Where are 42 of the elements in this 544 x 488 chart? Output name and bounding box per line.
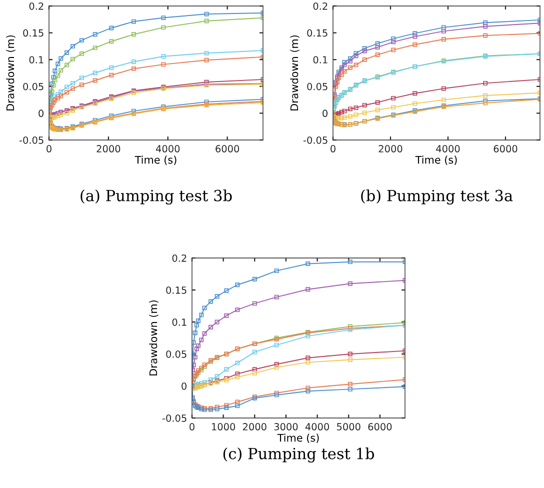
y-tick-label: 0.15 [23,29,44,37]
x-tick-label: 5000 [336,423,360,430]
y-tick-label: 0.15 [166,286,186,294]
y-tick-label: 0.05 [23,82,44,90]
y-tick-label: 0.1 [172,318,186,326]
text: (c) Pumping test 1b [223,448,374,462]
y-tick-label: -0.05 [303,136,328,144]
x-tick-label: 2000 [378,145,402,152]
x-tick-label: 2000 [96,145,120,152]
y-axis-title: Drawdown (m) [6,35,16,110]
x-tick-label: 0 [190,423,194,430]
x-axis-title: Time (s) [134,156,176,165]
x-tick-label: 6000 [368,423,392,430]
y-tick-label: 0.05 [166,350,186,358]
x-tick-label: 0 [46,145,52,152]
y-tick-label: 0 [182,382,186,390]
text: (a) Pumping test 3b [80,190,232,204]
y-tick-label: -0.05 [162,414,186,422]
y-tick-label: 0.2 [172,254,186,262]
x-tick-label: 6000 [216,145,240,152]
y-tick-label: 0.2 [29,2,44,10]
x-axis-title: Time (s) [277,434,319,443]
x-tick-label: 6000 [494,145,518,152]
y-tick-label: 0.2 [313,2,328,10]
x-axis-title: Time (s) [415,156,457,165]
y-tick-label: -0.05 [19,136,44,144]
y-tick-label: 0.15 [307,29,328,37]
x-tick-label: 2000 [242,423,266,430]
y-tick-label: 0.1 [29,56,44,64]
y-axis-title: Drawdown (m) [290,35,300,110]
x-tick-label: 0 [330,145,336,152]
y-tick-label: 0 [322,110,328,118]
y-tick-label: 0 [38,110,44,118]
x-tick-label: 4000 [305,423,330,430]
y-axis-title: Drawdown (m) [149,300,158,376]
x-tick-label: 4000 [156,145,180,152]
y-tick-label: 0.1 [313,56,328,64]
y-tick-label: 0.05 [307,82,328,90]
x-tick-label: 3000 [274,423,298,430]
x-tick-label: 1000 [212,423,236,430]
text: (b) Pumping test 3a [361,190,513,204]
x-tick-label: 4000 [436,145,460,152]
